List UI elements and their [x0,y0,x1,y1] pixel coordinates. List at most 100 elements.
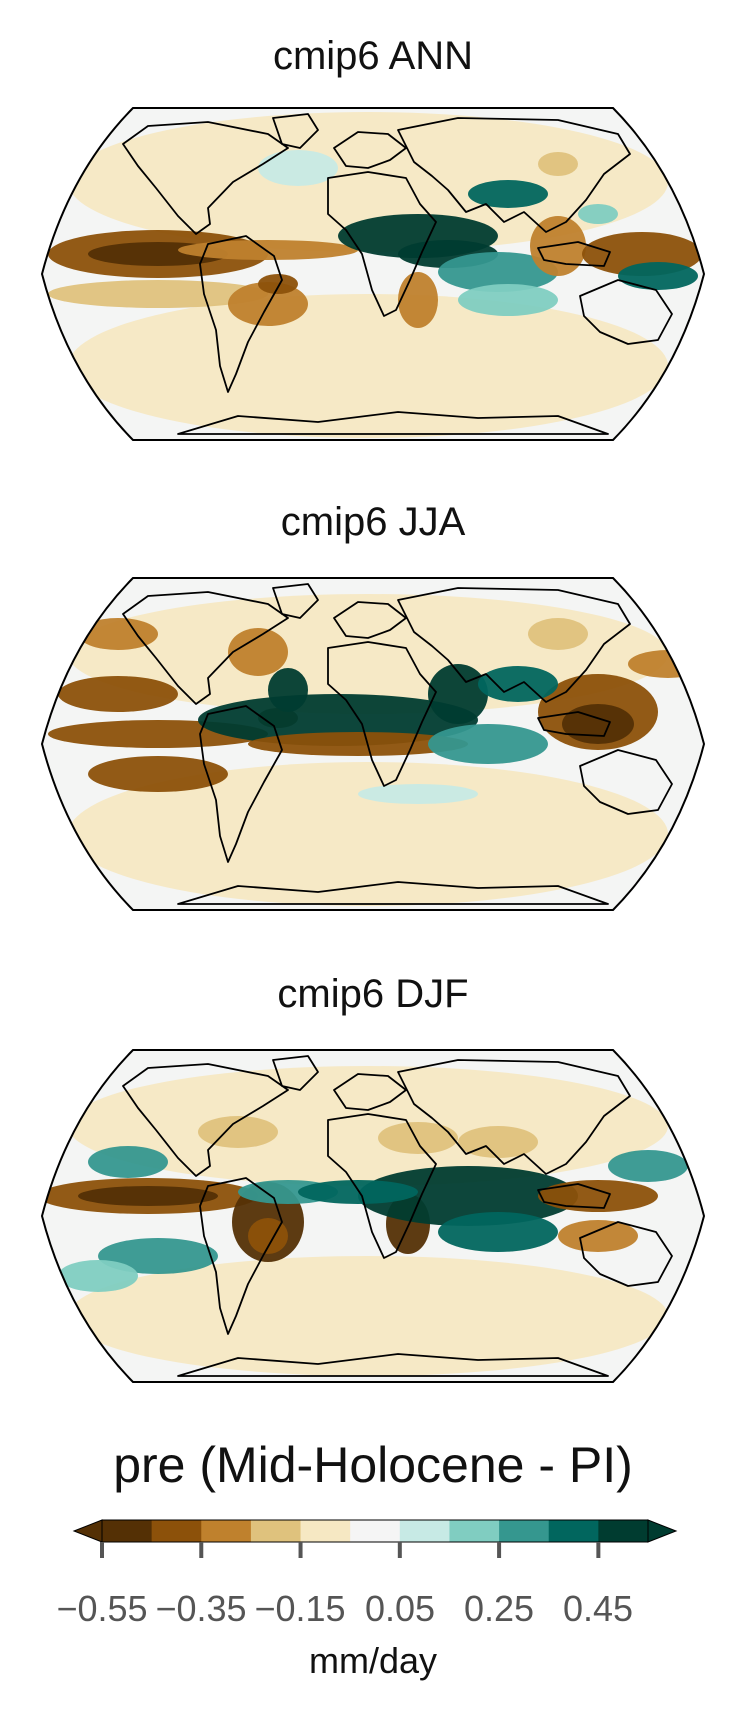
anomaly-field [42,578,704,910]
coastline-greenland [272,583,319,619]
coastline-indonesia [537,1183,611,1209]
colorbar-swatch [548,1520,599,1542]
coastline-australia [579,1221,673,1287]
anomaly-contour [628,650,704,678]
coastline-greenland [272,1055,319,1091]
colorbar-frame [101,1519,649,1543]
colorbar-swatch [499,1520,550,1542]
anomaly-contour [438,1212,558,1252]
colorbar-units: mm/day [308,1640,438,1681]
anomaly-contour [228,628,288,676]
coastline-europe [333,1073,407,1111]
coastline-north-america [122,1063,289,1177]
coastline-australia [579,749,673,815]
colorbar-swatch [102,1520,153,1542]
anomaly-contour [68,762,668,906]
anomaly-contour [98,1238,218,1274]
colorbar-tick-label: 0.25 [463,1588,535,1629]
colorbar-swatch [449,1520,500,1542]
anomaly-contour [88,756,228,792]
anomaly-contour [538,152,578,176]
map-ann [40,107,706,441]
anomaly-field [42,108,704,440]
anomaly-contour [562,704,634,744]
colorbar-tick-label: −0.15 [254,1588,346,1629]
anomaly-contour [358,784,478,804]
map-border [40,107,706,441]
anomaly-contour [358,1166,578,1226]
anomaly-contour [48,280,268,308]
anomaly-contour [58,676,178,712]
colorbar-swatch [399,1520,450,1542]
coastline-antarctica [177,881,609,905]
coastline-asia [397,117,631,233]
anomaly-contour [428,724,548,764]
anomaly-contour [68,294,668,438]
colorbar [72,1519,678,1558]
anomaly-contour [298,1180,418,1204]
map-djf [40,1049,706,1383]
coastline-indonesia [537,711,611,737]
coastline-north-america [122,121,289,235]
anomaly-contour [458,284,558,316]
anomaly-contour [538,1180,658,1212]
colorbar-tick-label: 0.45 [562,1588,634,1629]
panel-title-djf: cmip6 DJF [277,972,469,1016]
coastline-africa [327,1113,437,1259]
anomaly-contour [378,1122,458,1154]
anomaly-contour [78,1186,218,1206]
colorbar-swatch [300,1520,351,1542]
colorbar-extend-max [647,1519,678,1543]
coastline-north-america [122,591,289,705]
coastline-asia [397,1059,631,1175]
map-jja [40,577,706,911]
colorbar-swatch [151,1520,202,1542]
coastline-south-america [199,705,283,863]
colorbar-swatch [598,1520,649,1542]
anomaly-contour [68,112,668,252]
coastline-asia [397,587,631,703]
coastline-south-america [199,1177,283,1335]
colorbar-title: pre (Mid-Holocene - PI) [113,1437,633,1493]
map-border [40,1049,706,1383]
anomaly-contour [78,618,158,650]
colorbar-tick-label: −0.35 [155,1588,247,1629]
anomaly-contour [178,240,358,260]
anomaly-contour [618,262,698,290]
anomaly-contour [558,1220,638,1252]
coastline-greenland [272,113,319,149]
colorbar-tick-label: 0.05 [364,1588,436,1629]
coastline-africa [327,171,437,317]
coastline-europe [333,131,407,169]
panel-title-ann: cmip6 ANN [272,34,474,78]
anomaly-field [42,1050,704,1382]
colorbar-tick-label: −0.55 [56,1588,148,1629]
colorbar-swatch [350,1520,401,1542]
colorbar-swatch [250,1520,302,1542]
anomaly-contour [398,272,438,328]
coastline-africa [327,641,437,787]
anomaly-contour [248,1218,288,1254]
coastline-antarctica [177,411,609,435]
anomaly-contour [468,180,548,208]
anomaly-contour [198,694,478,746]
coastline-europe [333,601,407,639]
anomaly-contour [258,150,338,186]
anomaly-contour [258,274,298,294]
anomaly-contour [608,1150,688,1182]
coastline-antarctica [177,1353,609,1377]
anomaly-contour [248,732,468,756]
anomaly-contour [58,1260,138,1292]
coastline-australia [579,279,673,345]
anomaly-contour [438,252,558,292]
colorbar-extend-min [72,1519,103,1543]
coastline-indonesia [537,241,611,267]
anomaly-contour [528,618,588,650]
colorbar-swatch [201,1520,252,1542]
panel-title-jja: cmip6 JJA [280,500,466,544]
anomaly-contour [88,1146,168,1178]
anomaly-contour [268,668,308,712]
map-border [40,577,706,911]
anomaly-contour [578,204,618,224]
coastline-south-america [199,235,283,393]
